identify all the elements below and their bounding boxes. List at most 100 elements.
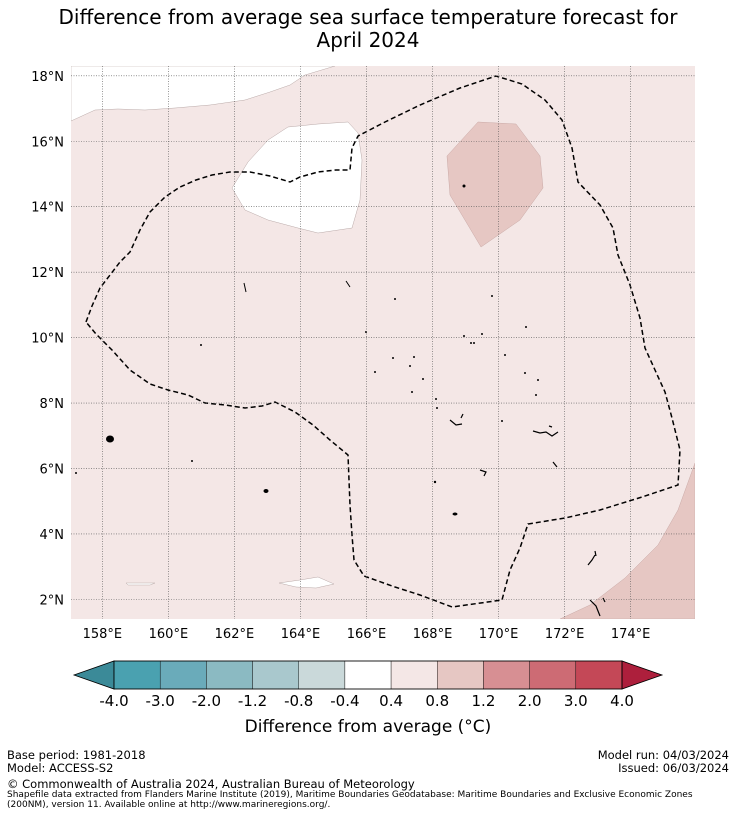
island bbox=[433, 480, 437, 484]
island bbox=[462, 184, 466, 188]
colorbar-tick-label: 4.0 bbox=[610, 692, 634, 710]
island bbox=[463, 335, 465, 337]
island bbox=[587, 550, 597, 566]
island bbox=[535, 394, 537, 396]
colorbar-segment bbox=[159, 660, 207, 690]
colorbar-segment bbox=[390, 660, 438, 690]
colorbar-segment bbox=[344, 660, 392, 690]
island bbox=[392, 357, 394, 359]
colorbar-tick-label: -1.2 bbox=[238, 692, 267, 710]
colorbar-segment bbox=[529, 660, 577, 690]
latitude-tick-label: 10°N bbox=[31, 332, 64, 347]
map-area bbox=[71, 66, 695, 619]
longitude-tick-label: 164°E bbox=[281, 627, 321, 642]
latitude-tick-label: 18°N bbox=[31, 70, 64, 85]
longitude-tick-label: 158°E bbox=[83, 627, 123, 642]
colorbar bbox=[72, 660, 664, 690]
issued-text: Issued: 06/03/2024 bbox=[618, 761, 729, 775]
island bbox=[411, 391, 413, 393]
island bbox=[435, 398, 437, 400]
island bbox=[75, 472, 77, 474]
base-period-text: Base period: 1981-2018 bbox=[7, 748, 146, 762]
island bbox=[481, 333, 483, 335]
colorbar-under-extension bbox=[72, 660, 115, 690]
colorbar-segment bbox=[298, 660, 346, 690]
longitude-tick-label: 168°E bbox=[413, 627, 453, 642]
latitude-tick-label: 6°N bbox=[40, 462, 65, 477]
island bbox=[524, 372, 526, 374]
longitude-tick-label: 160°E bbox=[149, 627, 189, 642]
map-title: Difference from average sea surface temp… bbox=[0, 6, 736, 52]
island bbox=[374, 371, 376, 373]
colorbar-tick-label: -0.4 bbox=[330, 692, 359, 710]
island bbox=[413, 356, 415, 358]
colorbar-segment bbox=[575, 660, 623, 690]
island bbox=[106, 435, 114, 443]
longitude-tick-label: 172°E bbox=[545, 627, 585, 642]
colorbar-segment bbox=[113, 660, 161, 690]
copyright-text: © Commonwealth of Australia 2024, Austra… bbox=[7, 777, 415, 791]
colorbar-segment bbox=[483, 660, 530, 690]
island bbox=[191, 460, 193, 462]
island bbox=[504, 354, 506, 356]
model-text: Model: ACCESS-S2 bbox=[7, 761, 114, 775]
island bbox=[436, 407, 438, 409]
island bbox=[409, 365, 411, 367]
island bbox=[452, 512, 458, 516]
island bbox=[479, 461, 558, 477]
neutral-anomaly-region-central bbox=[231, 121, 363, 234]
colorbar-tick-label: 0.4 bbox=[379, 692, 403, 710]
colorbar-tick-label: -2.0 bbox=[192, 692, 221, 710]
island bbox=[532, 425, 559, 437]
island bbox=[473, 342, 475, 344]
latitude-tick-label: 12°N bbox=[31, 266, 64, 281]
anomaly-background-fill bbox=[71, 66, 695, 619]
island bbox=[537, 379, 539, 381]
colorbar-segment bbox=[252, 660, 299, 690]
neutral-anomaly-patch-south bbox=[278, 576, 335, 589]
latitude-tick-label: 16°N bbox=[31, 135, 64, 150]
model-run-text: Model run: 04/03/2024 bbox=[597, 748, 729, 762]
longitude-labels: 158°E 160°E 162°E 164°E 166°E 168°E 170°E 172°E… bbox=[83, 627, 651, 642]
colorbar-tick-label: 1.2 bbox=[472, 692, 496, 710]
colorbar-over-extension bbox=[621, 660, 664, 690]
longitude-tick-label: 166°E bbox=[347, 627, 387, 642]
latitude-tick-label: 4°N bbox=[40, 528, 65, 543]
island bbox=[243, 280, 351, 293]
island bbox=[470, 342, 472, 344]
warm-anomaly-region-north bbox=[446, 121, 544, 248]
colorbar-tick-label: 3.0 bbox=[564, 692, 588, 710]
colorbar-frame bbox=[113, 660, 623, 690]
latitude-tick-label: 2°N bbox=[40, 593, 65, 608]
longitude-tick-label: 162°E bbox=[215, 627, 255, 642]
latitude-labels: 18°N 16°N 14°N 12°N 10°N 8°N 6°N 4°N 2°N bbox=[31, 70, 64, 609]
colorbar-tick-label: 2.0 bbox=[518, 692, 542, 710]
island bbox=[589, 597, 606, 617]
colorbar-segment bbox=[437, 660, 484, 690]
small-islands bbox=[75, 184, 606, 617]
colorbar-segment bbox=[206, 660, 253, 690]
longitude-tick-label: 174°E bbox=[611, 627, 651, 642]
colorbar-tick-label: -4.0 bbox=[99, 692, 128, 710]
colorbar-tick-label: -3.0 bbox=[146, 692, 175, 710]
island bbox=[422, 378, 424, 380]
title-line-1: Difference from average sea surface temp… bbox=[58, 5, 678, 29]
neutral-anomaly-region-northwest bbox=[71, 66, 336, 122]
island bbox=[491, 295, 493, 297]
shapefile-credit-line-1: Shapefile data extracted from Flanders M… bbox=[7, 790, 693, 800]
colorbar-title: Difference from average (°C) bbox=[244, 717, 492, 737]
title-line-2: April 2024 bbox=[316, 28, 420, 52]
island bbox=[501, 420, 503, 422]
island bbox=[200, 344, 202, 346]
eez-boundary-line bbox=[85, 75, 681, 608]
neutral-anomaly-sliver-southwest bbox=[125, 582, 156, 586]
graticule bbox=[71, 66, 695, 619]
colorbar-tick-label: -0.8 bbox=[284, 692, 313, 710]
longitude-tick-label: 170°E bbox=[479, 627, 519, 642]
colorbar-tick-label: 0.8 bbox=[425, 692, 449, 710]
shapefile-credit-line-2: (200NM), version 11. Available online at… bbox=[7, 800, 331, 810]
island bbox=[394, 298, 396, 300]
latitude-tick-label: 14°N bbox=[31, 201, 64, 216]
warm-anomaly-region-southeast bbox=[559, 462, 695, 619]
